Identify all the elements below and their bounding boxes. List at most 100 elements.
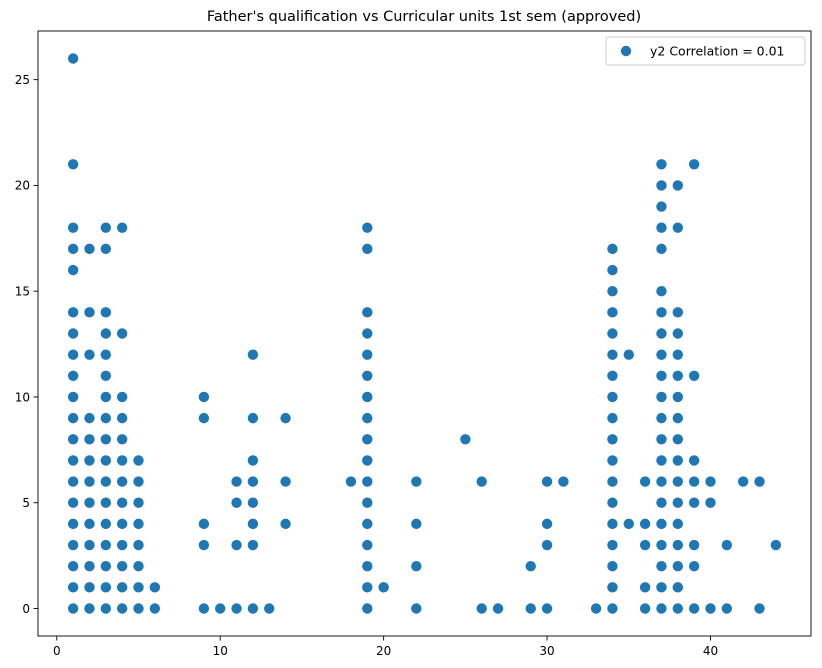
data-point (67, 582, 79, 593)
data-point (67, 370, 79, 382)
data-point (607, 455, 618, 466)
data-point (639, 518, 651, 530)
data-point (198, 518, 210, 530)
data-point (672, 328, 684, 339)
data-point (672, 307, 684, 318)
data-point (558, 476, 569, 487)
data-point (84, 243, 95, 255)
data-point (378, 582, 389, 593)
data-point (362, 307, 373, 318)
data-point (67, 328, 79, 339)
data-point (607, 434, 618, 445)
data-point (362, 476, 373, 487)
data-point (84, 560, 95, 572)
data-point (672, 539, 684, 551)
data-point (411, 476, 422, 487)
data-point (362, 518, 373, 530)
data-point (672, 497, 684, 508)
data-point (247, 603, 259, 614)
data-point (656, 243, 667, 255)
data-point (67, 349, 79, 360)
data-point (705, 603, 716, 614)
data-point (133, 560, 144, 572)
data-point (688, 476, 700, 487)
data-point (67, 264, 79, 276)
data-point (133, 455, 144, 466)
data-point (84, 476, 95, 487)
data-point (247, 455, 259, 466)
data-point (656, 328, 667, 339)
data-point (672, 518, 684, 530)
data-point (100, 349, 112, 360)
data-point (590, 603, 602, 614)
data-point (67, 307, 79, 318)
data-point (607, 243, 618, 255)
data-point (411, 603, 422, 614)
data-point (247, 476, 259, 487)
legend-label: y2 Correlation = 0.01 (650, 44, 785, 59)
data-point (525, 560, 536, 572)
data-point (688, 455, 700, 466)
data-point (705, 497, 716, 508)
data-point (67, 497, 79, 508)
data-point (84, 434, 95, 445)
data-point (688, 497, 700, 508)
x-axis: 0 10 20 30 40 (53, 636, 718, 658)
data-point (247, 412, 259, 424)
data-point (656, 370, 667, 382)
data-point (607, 582, 618, 593)
data-point (362, 539, 373, 551)
data-point (623, 518, 634, 530)
data-point (656, 434, 667, 445)
data-point (67, 391, 79, 403)
data-point (362, 455, 373, 466)
data-point (607, 370, 618, 382)
data-point (656, 180, 667, 191)
data-point (231, 539, 242, 551)
data-point (362, 582, 373, 593)
y-axis: 0 5 10 15 20 25 (15, 73, 38, 616)
data-point (754, 603, 765, 614)
data-point (541, 539, 553, 551)
data-points (67, 53, 782, 614)
data-point (100, 582, 112, 593)
data-point (116, 582, 128, 593)
data-point (656, 349, 667, 360)
data-point (67, 412, 79, 424)
data-point (737, 476, 749, 487)
data-point (541, 518, 553, 530)
data-point (84, 518, 95, 530)
data-point (84, 603, 95, 614)
data-point (116, 539, 128, 551)
data-point (198, 391, 210, 403)
data-point (280, 518, 291, 530)
data-point (264, 603, 275, 614)
data-point (656, 285, 667, 297)
data-point (492, 603, 504, 614)
data-point (67, 518, 79, 530)
data-point (149, 603, 161, 614)
data-point (460, 434, 471, 445)
data-point (656, 560, 667, 572)
data-point (656, 391, 667, 403)
data-point (100, 476, 112, 487)
data-point (656, 539, 667, 551)
data-point (84, 539, 95, 551)
data-point (656, 201, 667, 212)
data-point (116, 476, 128, 487)
data-point (672, 391, 684, 403)
data-point (656, 582, 667, 593)
data-point (84, 497, 95, 508)
data-point (672, 370, 684, 382)
data-point (100, 434, 112, 445)
data-point (100, 222, 112, 233)
data-point (607, 560, 618, 572)
data-point (133, 539, 144, 551)
data-point (100, 539, 112, 551)
y-tick-label: 15 (15, 284, 30, 298)
data-point (770, 539, 782, 551)
data-point (656, 307, 667, 318)
data-point (607, 391, 618, 403)
data-point (362, 603, 373, 614)
